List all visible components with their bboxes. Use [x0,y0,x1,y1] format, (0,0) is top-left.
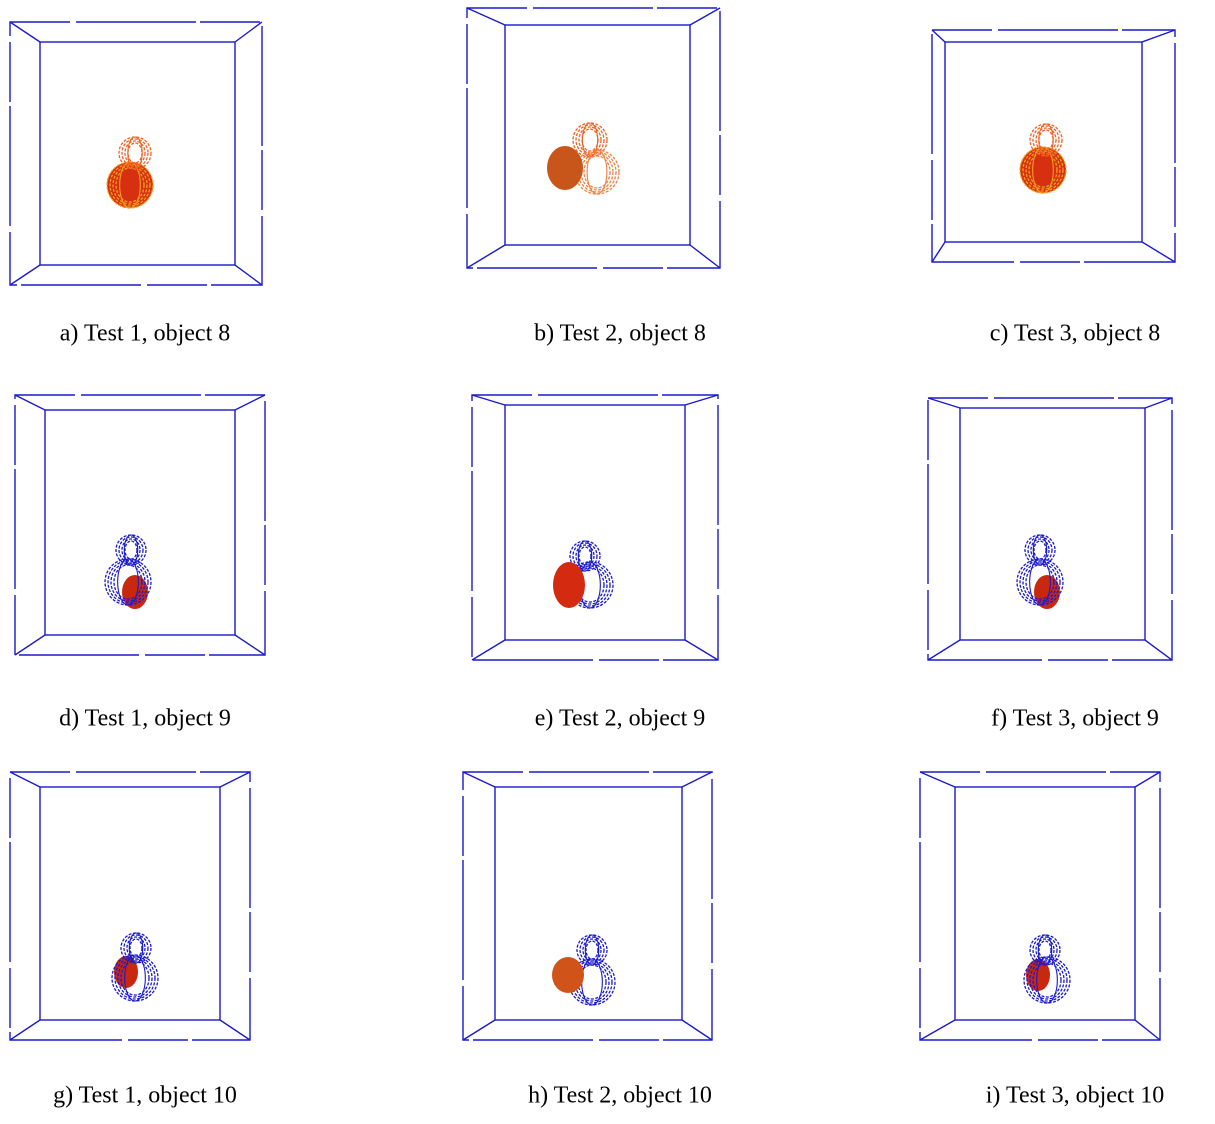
box-front [928,398,1172,660]
box-edge [682,772,712,787]
box-edge [932,30,945,42]
caption: e) Test 2, object 9 [535,706,706,732]
box-edge [920,1020,955,1040]
panel: c) Test 3, object 8 [932,30,1175,347]
caption: i) Test 3, object 10 [986,1083,1165,1109]
box-front [472,395,718,660]
box-edge [235,265,262,285]
box-edge [690,245,720,268]
box-edge [220,772,250,787]
panel: i) Test 3, object 10 [920,772,1164,1109]
wire-ring [582,123,597,157]
wire-ring [130,939,142,957]
wire-ring [1039,941,1051,959]
page: a) Test 1, object 8 b) Test 2, object 8 c)… [0,0,1215,1124]
figure: a) Test 1, object 8 b) Test 2, object 8 c)… [0,0,1215,1124]
box-edge [10,265,40,285]
box-edge [1135,772,1160,787]
box-edge [932,242,945,262]
box-edge [10,1020,40,1040]
wire-ring [1034,541,1046,559]
box-edge [928,398,960,408]
wire-ring [573,123,607,157]
panel: a) Test 1, object 8 [10,22,262,347]
box-front [15,395,265,655]
box-edge [472,640,505,660]
box-edge [235,22,262,42]
box-edge [928,640,960,660]
blob-solid [552,957,584,993]
box-edge [1145,640,1172,660]
caption: f) Test 3, object 9 [991,706,1159,732]
box-edge [1142,30,1175,42]
blob-solid [553,562,585,608]
box-edge [1145,398,1172,408]
caption: g) Test 1, object 10 [53,1083,237,1109]
box-edge [235,395,265,410]
panel: g) Test 1, object 10 [10,772,250,1109]
box-edge [685,395,718,405]
box-edge [463,772,495,787]
box-edge [920,772,955,787]
box-back [495,787,682,1020]
wire-ring [581,154,613,190]
box-edge [10,772,40,787]
box-edge [682,1020,712,1040]
panel: d) Test 1, object 9 [15,395,265,732]
box-front [10,22,262,285]
box-edge [467,8,505,25]
box-front [932,30,1175,262]
caption: b) Test 2, object 8 [534,321,706,347]
wire-ring [586,941,598,959]
wire-ring [125,541,137,559]
wire-ring [582,959,603,1005]
box-edge [690,8,720,25]
box-edge [685,640,718,660]
wire-ring [128,143,142,163]
panel: f) Test 3, object 9 [928,398,1172,732]
caption: d) Test 1, object 9 [59,706,231,732]
box-back [40,42,235,265]
box-edge [463,1020,495,1040]
caption: c) Test 3, object 8 [990,321,1161,347]
panel: e) Test 2, object 9 [472,395,718,732]
box-back [945,42,1142,242]
blob-body [107,162,153,208]
panel: b) Test 2, object 8 [467,8,720,347]
box-front [920,772,1160,1040]
box-edge [1135,1020,1160,1040]
box-edge [10,22,40,42]
panel: h) Test 2, object 10 [463,772,712,1109]
caption: h) Test 2, object 10 [528,1083,712,1109]
caption: a) Test 1, object 8 [60,321,231,347]
box-edge [472,395,505,405]
box-edge [15,635,45,655]
wire-ring [582,129,598,151]
box-edge [220,1020,250,1040]
blob-solid [547,146,583,190]
box-edge [467,245,505,268]
box-edge [235,635,265,655]
box-edge [15,395,45,410]
box-edge [1142,242,1175,262]
